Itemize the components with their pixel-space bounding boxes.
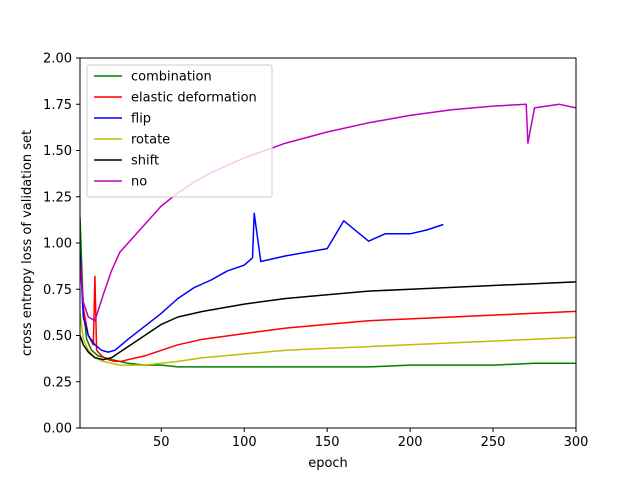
y-tick-label: 2.00	[43, 52, 72, 67]
legend-label: rotate	[131, 133, 170, 148]
y-tick-label: 0.25	[43, 375, 72, 390]
x-tick-label: 250	[481, 435, 506, 450]
legend-label: shift	[131, 154, 159, 169]
series-line-flip	[80, 212, 444, 353]
y-tick-label: 1.25	[43, 190, 72, 205]
x-axis-label: epoch	[308, 456, 348, 471]
series-line-rotate	[80, 313, 576, 366]
series-line-shift	[80, 281, 576, 361]
legend-label: elastic deformation	[131, 91, 257, 106]
x-tick-label: 300	[564, 435, 589, 450]
x-tick-label: 150	[315, 435, 340, 450]
legend-label: combination	[131, 70, 212, 85]
x-tick-label: 200	[398, 435, 423, 450]
series-line-elastic-deformation	[80, 252, 576, 363]
y-tick-label: 0.75	[43, 283, 72, 298]
y-tick-label: 0.00	[43, 422, 72, 437]
y-tick-label: 1.50	[43, 144, 72, 159]
y-tick-label: 1.00	[43, 237, 72, 252]
y-tick-label: 0.50	[43, 329, 72, 344]
series-line-combination	[80, 217, 576, 368]
legend-label: no	[131, 175, 147, 190]
y-tick-label: 1.75	[43, 98, 72, 113]
x-tick-label: 100	[232, 435, 257, 450]
legend: combination elastic deformation flip rotate…	[86, 64, 273, 198]
x-tick-label: 50	[153, 435, 170, 450]
legend-label: flip	[131, 112, 151, 127]
y-axis: 0.00 0.25 0.50 0.75 1.00 1.25 1.50 1.75 2.00	[43, 52, 80, 437]
legend-box	[86, 64, 273, 198]
x-axis: 50 100 150 200 250 300	[153, 428, 588, 450]
y-axis-label: cross entropy loss of validation set	[20, 130, 35, 356]
